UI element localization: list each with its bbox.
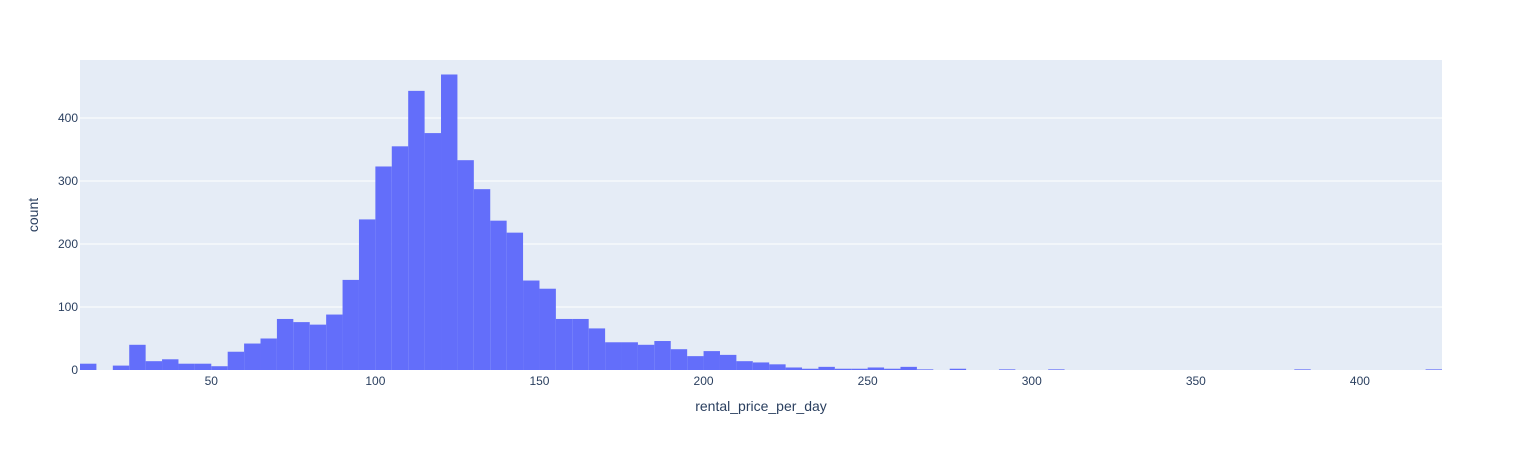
histogram-bar <box>375 166 392 370</box>
histogram-bar <box>949 368 967 370</box>
histogram-bar <box>605 342 622 370</box>
histogram-bar <box>326 314 343 370</box>
y-axis-ticks: 0 100 200 300 400 <box>58 111 78 377</box>
x-tick-label: 50 <box>205 374 219 388</box>
y-tick-label: 300 <box>58 174 78 188</box>
histogram-bar <box>408 90 425 370</box>
y-tick-label: 400 <box>58 111 78 125</box>
histogram-bar <box>539 288 556 370</box>
x-tick-label: 150 <box>529 374 549 388</box>
y-tick-label: 0 <box>71 363 78 377</box>
histogram-bar <box>80 363 97 370</box>
grid-lines <box>80 117 1442 308</box>
histogram-bar <box>884 368 901 370</box>
histogram-bar <box>293 322 310 370</box>
x-tick-label: 200 <box>694 374 714 388</box>
histogram-bar <box>391 146 409 370</box>
histogram-bar <box>818 366 835 370</box>
histogram-bar <box>555 318 573 370</box>
histogram-bar <box>211 366 228 370</box>
histogram-bar <box>916 369 934 370</box>
histogram-bar <box>145 361 163 370</box>
x-tick-label: 350 <box>1186 374 1206 388</box>
x-tick-label: 300 <box>1022 374 1042 388</box>
histogram-bar <box>851 368 868 370</box>
y-tick-label: 100 <box>58 300 78 314</box>
histogram-bar <box>719 354 737 370</box>
x-axis-title: rental_price_per_day <box>695 398 827 414</box>
plot-background <box>80 60 1442 370</box>
histogram-bar <box>621 342 638 370</box>
histogram-bar <box>670 349 688 370</box>
histogram-bar <box>572 318 589 370</box>
histogram-bar <box>178 363 195 370</box>
histogram-bar <box>260 338 277 370</box>
histogram-bar <box>736 361 753 370</box>
histogram-bar <box>112 365 130 370</box>
x-tick-label: 100 <box>365 374 385 388</box>
histogram-bar <box>1425 369 1442 370</box>
histogram-bar <box>834 368 852 370</box>
x-tick-label: 400 <box>1350 374 1370 388</box>
histogram-bar <box>900 366 917 370</box>
histogram-bar <box>457 160 474 370</box>
bars <box>80 74 1442 370</box>
histogram-bar <box>194 363 212 370</box>
histogram-bar <box>703 351 720 370</box>
histogram-bar <box>785 367 803 370</box>
histogram-bar <box>227 351 245 370</box>
histogram-bar <box>523 280 540 370</box>
histogram-bar <box>687 356 704 370</box>
histogram-bar <box>637 344 655 370</box>
histogram-bar <box>441 74 458 370</box>
histogram-bar <box>358 219 376 370</box>
histogram-bar <box>654 341 671 370</box>
histogram-bar <box>309 324 327 370</box>
histogram-bar <box>473 189 491 370</box>
histogram-bar <box>998 369 1016 370</box>
y-axis-title: count <box>25 198 41 232</box>
histogram-bar <box>867 367 885 370</box>
y-tick-label: 200 <box>58 237 78 251</box>
histogram-bar <box>490 220 507 370</box>
x-axis-ticks: 50 100 150 200 250 300 350 400 <box>205 374 1371 388</box>
histogram-bar <box>244 343 261 370</box>
histogram-bar <box>1294 369 1311 370</box>
histogram-bar <box>752 362 770 370</box>
histogram-bar <box>342 279 359 370</box>
x-tick-label: 250 <box>858 374 878 388</box>
histogram-bar <box>129 344 146 370</box>
histogram-bar <box>506 232 524 370</box>
histogram-bar <box>276 318 294 370</box>
histogram-bar <box>802 368 819 370</box>
histogram-bar <box>588 328 606 370</box>
histogram-bar <box>769 364 786 370</box>
histogram-bar <box>162 359 179 370</box>
histogram-bar <box>1048 369 1065 370</box>
histogram-bar <box>424 133 442 370</box>
